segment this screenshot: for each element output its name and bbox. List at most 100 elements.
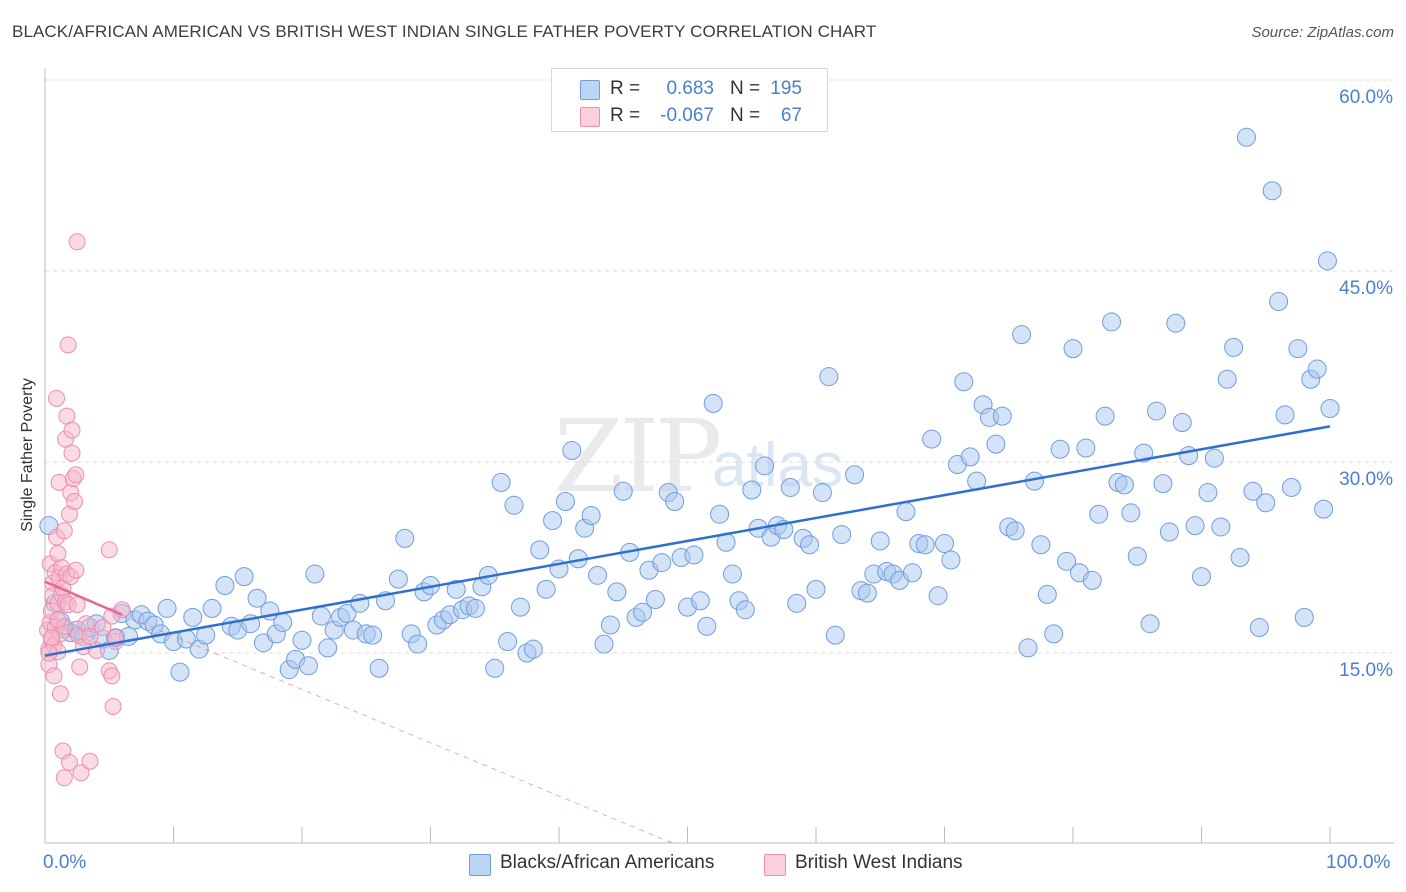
blue-data-point [305,564,325,584]
trend-lines [44,425,1331,845]
pink-data-point [49,611,67,629]
blue-data-point [857,583,877,603]
legend-row-pink: R = -0.067 N = 67 [552,103,827,129]
blue-data-point [1192,567,1211,587]
y-tick-label: 60.0% [1339,87,1393,108]
watermark-zip: ZIP [554,398,722,515]
legend-n-value: 195 [770,78,802,99]
blue-data-point [157,598,177,618]
blue-data-point [1236,127,1256,147]
bottom-legend-blue-label: Blacks/African Americans [500,852,715,873]
blue-data-point [408,634,428,654]
blue-data-point [645,590,665,610]
pink-data-point [81,752,99,770]
blue-data-point [1256,493,1276,513]
blue-data-point [311,606,331,626]
blue-data-point [555,491,575,511]
pink-data-point [51,685,69,703]
blue-data-point [633,602,653,622]
blue-data-point [215,576,235,596]
blue-data-point [935,533,954,553]
blue-data-point [1320,399,1340,419]
blue-data-point [446,579,466,599]
pink-data-point [67,466,85,484]
blue-data-point [337,604,357,624]
blue-data-point [600,615,620,635]
blue-data-point [845,465,865,485]
blue-data-point [896,502,916,522]
blue-data-point [523,639,543,659]
blue-data-point [1057,551,1077,571]
blue-data-point [1050,439,1070,459]
blue-data-point [594,634,614,654]
blue-trend-line [44,425,1331,657]
blue-data-point [806,579,826,599]
blue-data-point [812,483,832,503]
pink-data-point [68,233,86,251]
y-tick-label: 15.0% [1339,660,1393,681]
blue-data-point [369,658,389,678]
blue-data-point [504,495,524,515]
blue-data-point [992,406,1012,426]
legend-r-value: -0.067 [660,105,714,126]
blue-data-point [510,597,530,617]
blue-data-point [825,625,845,645]
chart-title: BLACK/AFRICAN AMERICAN VS BRITISH WEST I… [12,22,877,41]
blue-data-point [1243,481,1263,501]
legend-swatch-blue [580,80,600,100]
pink-data-point [49,545,67,563]
blue-data-point [922,429,942,449]
grid-lines [45,79,1394,654]
blue-data-point [318,638,338,658]
blue-data-point [363,625,383,645]
blue-data-point [247,588,267,608]
pink-data-point [81,627,99,645]
legend-n-label: N = [730,105,761,126]
legend-row-blue: R = 0.683 N = 195 [552,76,827,102]
blue-data-point [742,480,762,500]
pink-data-point [45,667,63,685]
blue-data-point [485,658,505,678]
blue-data-point [960,447,980,467]
blue-data-point [234,567,254,587]
blue-series-points [39,127,1340,682]
blue-data-point [690,591,710,611]
blue-data-point [1269,292,1289,312]
source-label: Source: ZipAtlas.com [1251,24,1394,41]
pink-data-point [72,764,90,782]
y-tick-label: 45.0% [1339,278,1393,299]
blue-data-point [1217,369,1237,389]
blue-data-point [1314,499,1334,519]
blue-data-point [491,472,511,492]
legend-n-label: N = [730,78,761,99]
pink-data-point [55,522,73,540]
blue-data-point [388,569,408,589]
blue-data-point [722,564,742,584]
pink-data-point [66,492,84,510]
blue-data-point [1076,438,1096,458]
blue-data-point [1166,313,1186,333]
blue-data-point [530,540,550,560]
blue-data-point [1211,517,1231,537]
blue-data-point [928,586,948,606]
pink-data-point [63,444,81,462]
blue-data-point [1140,614,1160,634]
legend-n-value: 67 [780,105,802,126]
pink-data-point [59,336,77,354]
blue-data-point [1185,516,1205,536]
blue-data-point [780,477,800,497]
blue-data-point [1018,638,1038,658]
blue-data-point [986,434,1006,454]
blue-data-point [562,441,582,461]
blue-data-point [1281,477,1301,497]
blue-data-point [665,491,685,511]
pink-series-points [39,233,131,787]
blue-data-point [697,616,717,636]
blue-data-point [1204,448,1224,468]
pink-data-point [100,541,118,559]
pink-data-point [42,629,60,647]
blue-data-point [1288,339,1308,359]
blue-data-point [1159,522,1179,542]
correlation-legend: R = 0.683 N = 195 R = -0.067 N = 67 [551,68,828,132]
